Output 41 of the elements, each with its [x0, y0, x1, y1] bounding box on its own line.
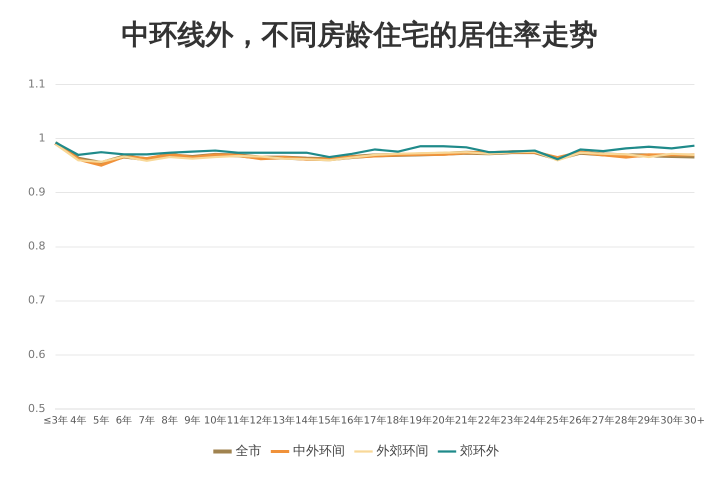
legend-label: 郊环外 — [460, 444, 499, 459]
x-tick-label: 15年 — [318, 414, 341, 427]
legend-label: 中外环间 — [293, 444, 345, 459]
x-tick-label: 18年 — [386, 414, 410, 427]
y-tick-label: 0.5 — [28, 402, 46, 415]
x-tick-label: 25年 — [546, 414, 569, 427]
x-tick-label: 22年 — [478, 414, 500, 427]
x-tick-label: 12年 — [250, 414, 272, 427]
x-tick-label: 7年 — [138, 414, 155, 427]
y-tick-label: 0.8 — [28, 240, 46, 253]
x-tick-label: 30+ — [684, 416, 706, 427]
y-tick-label: 1.1 — [28, 77, 46, 90]
x-tick-label: 16年 — [340, 414, 364, 427]
y-tick-label: 0.6 — [28, 348, 46, 361]
x-tick-label: 29年 — [637, 414, 660, 427]
chart-title: 中环线外，不同房龄住宅的居住率走势 — [120, 17, 598, 53]
x-tick-label: 8年 — [161, 414, 178, 427]
x-tick-label: 27年 — [592, 414, 615, 427]
x-tick-label: 14年 — [295, 414, 318, 427]
x-tick-label: 4年 — [70, 414, 86, 427]
y-tick-label: 1 — [38, 132, 46, 145]
x-tick-label: 13年 — [272, 414, 296, 427]
legend-label: 外郊环间 — [376, 444, 428, 459]
x-tick-label: 28年 — [614, 414, 638, 427]
x-tick-label: 30年 — [660, 414, 683, 427]
x-tick-label: 24年 — [523, 414, 546, 427]
x-tick-label: 20年 — [432, 414, 455, 427]
x-tick-label: 17年 — [364, 414, 386, 427]
x-tick-label: ≤3年 — [43, 414, 68, 427]
x-tick-label: 10年 — [204, 414, 227, 427]
y-tick-label: 0.9 — [28, 186, 46, 199]
legend-label: 全市 — [236, 444, 262, 459]
x-tick-label: 19年 — [409, 414, 432, 427]
x-tick-label: 9年 — [184, 414, 201, 427]
x-tick-label: 6年 — [116, 414, 132, 427]
x-tick-label: 21年 — [454, 414, 478, 427]
x-tick-label: 5年 — [92, 414, 110, 427]
x-tick-label: 26年 — [568, 414, 592, 427]
y-tick-label: 0.7 — [28, 294, 46, 307]
x-tick-label: 23年 — [500, 414, 524, 427]
x-tick-label: 11年 — [226, 414, 250, 427]
